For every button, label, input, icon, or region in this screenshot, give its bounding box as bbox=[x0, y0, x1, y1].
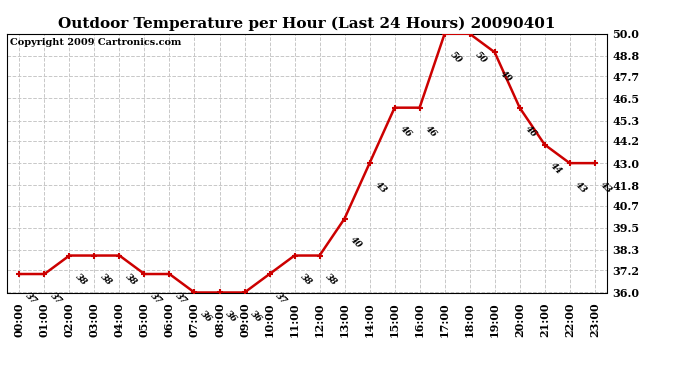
Text: 46: 46 bbox=[424, 124, 439, 140]
Text: 37: 37 bbox=[23, 291, 39, 306]
Text: 40: 40 bbox=[348, 235, 364, 250]
Text: 38: 38 bbox=[99, 272, 114, 287]
Text: 43: 43 bbox=[374, 180, 389, 195]
Text: 46: 46 bbox=[524, 124, 539, 140]
Text: 49: 49 bbox=[499, 69, 514, 84]
Text: 44: 44 bbox=[549, 161, 564, 177]
Text: 43: 43 bbox=[599, 180, 614, 195]
Text: 38: 38 bbox=[124, 272, 139, 287]
Text: 36: 36 bbox=[248, 309, 264, 324]
Text: 37: 37 bbox=[274, 291, 289, 306]
Text: 38: 38 bbox=[74, 272, 89, 287]
Text: Copyright 2009 Cartronics.com: Copyright 2009 Cartronics.com bbox=[10, 38, 181, 46]
Text: 37: 37 bbox=[148, 291, 164, 306]
Text: 50: 50 bbox=[448, 50, 464, 66]
Text: 50: 50 bbox=[474, 50, 489, 66]
Text: 46: 46 bbox=[399, 124, 414, 140]
Text: 38: 38 bbox=[324, 272, 339, 287]
Title: Outdoor Temperature per Hour (Last 24 Hours) 20090401: Outdoor Temperature per Hour (Last 24 Ho… bbox=[58, 17, 556, 31]
Text: 43: 43 bbox=[574, 180, 589, 195]
Text: 36: 36 bbox=[224, 309, 239, 324]
Text: 37: 37 bbox=[48, 291, 63, 306]
Text: 36: 36 bbox=[199, 309, 214, 324]
Text: 37: 37 bbox=[174, 291, 189, 306]
Text: 38: 38 bbox=[299, 272, 314, 287]
